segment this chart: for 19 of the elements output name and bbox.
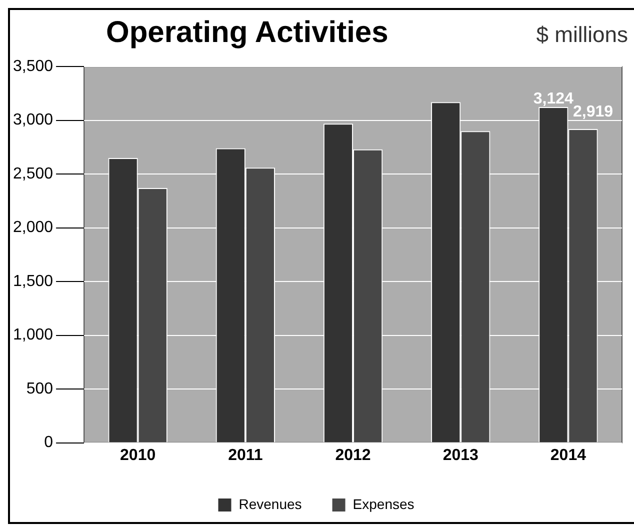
x-tick-label: 2014 (550, 446, 586, 464)
chart-subtitle: $ millions (536, 22, 628, 48)
y-tick-label: 500 (26, 380, 54, 398)
y-tick-label: 3,000 (12, 112, 54, 129)
chart-title: Operating Activities (106, 16, 388, 50)
data-label: 3,124 (533, 90, 574, 108)
data-label: 2,919 (573, 103, 614, 120)
y-tick-label: 1,000 (12, 326, 54, 344)
x-tick-label: 2012 (335, 446, 371, 464)
y-tick-label: 3,500 (12, 58, 54, 76)
x-tick-label: 2011 (228, 446, 263, 464)
y-tick-label: 0 (44, 434, 54, 452)
y-tick-label: 2,500 (12, 165, 54, 182)
legend-label: Expenses (352, 496, 414, 512)
x-tick-label: 2010 (120, 446, 156, 464)
legend-label: Revenues (238, 496, 302, 512)
x-tick-label: 2013 (442, 446, 479, 464)
y-tick-label: 2,000 (12, 219, 54, 236)
y-tick-label: 1,500 (12, 272, 54, 290)
